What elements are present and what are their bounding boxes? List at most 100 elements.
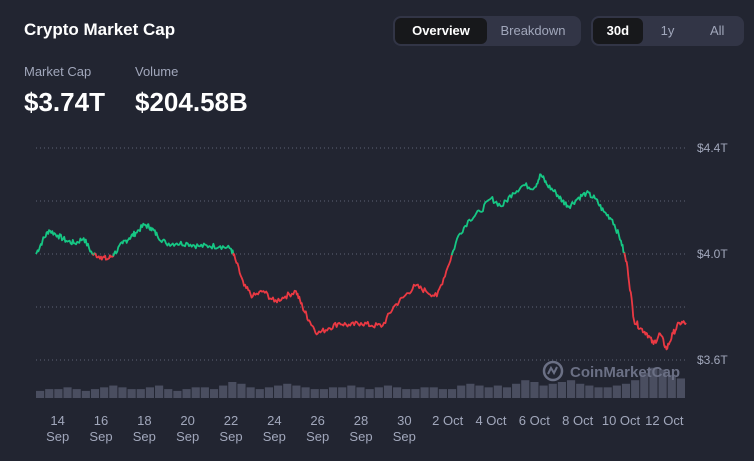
volume-bar [191,387,200,398]
price-line-down-segment [623,252,687,351]
x-tick-label: 30 [397,413,411,428]
volume-bar [228,382,237,398]
volume-bar [274,385,283,398]
y-tick-label: $4.4T [697,141,728,155]
x-tick-label: Sep [46,429,69,444]
volume-bar [667,374,676,398]
x-tick-label: Sep [89,429,112,444]
x-tick-label: 10 Oct [602,413,641,428]
x-tick-label: 22 [224,413,238,428]
volume-bar [292,385,301,398]
volume-bar [237,383,246,398]
volume-bar [310,389,319,398]
tab-breakdown[interactable]: Breakdown [500,23,566,38]
volume-bar [173,390,182,398]
volume-bar [594,387,603,398]
volume-bar [36,390,45,398]
y-tick-label: $4.0T [697,247,728,261]
volume-bar [658,369,667,398]
volume-bar [328,387,338,398]
x-tick-label: 24 [267,413,281,428]
volume-bar [200,387,209,398]
volume-bar [109,385,118,398]
volume-bar [576,383,585,398]
volume-bar [72,389,81,398]
volume-bar [411,389,420,398]
volume-bar [585,385,594,398]
market-cap-label: Market Cap [24,64,92,79]
price-line-up-segment [35,229,94,256]
x-tick-label: Sep [263,429,286,444]
view-toggle: Overview Breakdown [393,16,581,46]
volume-bar [438,389,447,398]
y-axis: $3.6T $4.0T $4.4T [697,141,728,367]
volume-bars [36,367,685,398]
volume-bar [420,387,429,398]
volume-bar [393,387,402,398]
volume-bar [246,387,255,398]
volume-bar [457,385,466,398]
x-tick-label: 18 [137,413,151,428]
x-tick-label: Sep [176,429,199,444]
price-line-down-segment [93,252,115,261]
volume-bar [81,390,90,398]
volume-bar [283,383,292,398]
x-tick-label: Sep [306,429,329,444]
volume-bar [383,385,393,398]
x-tick-label: 20 [180,413,194,428]
price-line [35,173,687,351]
x-tick-label: Sep [349,429,372,444]
x-tick-label: Sep [219,429,242,444]
watermark-text: CoinMarketCap [570,364,680,381]
volume-bar [255,389,264,398]
volume-bar [145,387,155,398]
x-tick-label: 16 [94,413,108,428]
x-tick-label: 2 Oct [432,413,463,428]
x-tick-label: Sep [133,429,156,444]
volume-bar [54,389,63,398]
volume-bar [493,385,502,398]
volume-bar [63,387,72,398]
y-tick-label: $3.6T [697,353,728,367]
volume-bar [429,387,438,398]
page-title: Crypto Market Cap [24,20,176,39]
volume-bar [45,389,54,398]
price-line-down-segment [232,250,454,336]
volume-bar [374,387,383,398]
grid-lines [36,147,686,361]
x-tick-label: 6 Oct [519,413,550,428]
volume-bar [649,367,658,398]
volume-bar [127,389,136,398]
range-30d-button[interactable]: 30d [593,18,643,44]
range-all-button[interactable]: All [709,23,725,38]
volume-bar [338,387,347,398]
x-tick-label: 28 [354,413,368,428]
volume-bar [521,380,530,398]
market-cap-value: $3.74T [24,87,105,117]
volume-bar [603,387,612,398]
volume-value: $204.58B [135,87,248,117]
x-tick-label: Sep [393,429,416,444]
volume-bar [621,383,631,398]
volume-bar [118,387,127,398]
x-tick-label: 26 [310,413,324,428]
x-tick-label: 4 Oct [475,413,506,428]
coinmarketcap-logo-mark [547,365,558,376]
range-toggle: 30d 1y All [591,16,744,46]
range-1y-button[interactable]: 1y [660,23,675,38]
volume-bar [365,389,374,398]
coinmarketcap-logo-icon [542,360,564,382]
tab-overview[interactable]: Overview [395,18,487,44]
volume-bar [539,385,548,398]
volume-bar [90,389,100,398]
volume-bar [557,382,566,398]
volume-bar [347,385,356,398]
volume-bar [566,380,576,398]
volume-bar [209,389,219,398]
volume-bar [676,378,685,398]
volume-label: Volume [135,64,179,79]
volume-bar [640,373,649,398]
volume-bar [402,389,411,398]
volume-bar [466,383,475,398]
